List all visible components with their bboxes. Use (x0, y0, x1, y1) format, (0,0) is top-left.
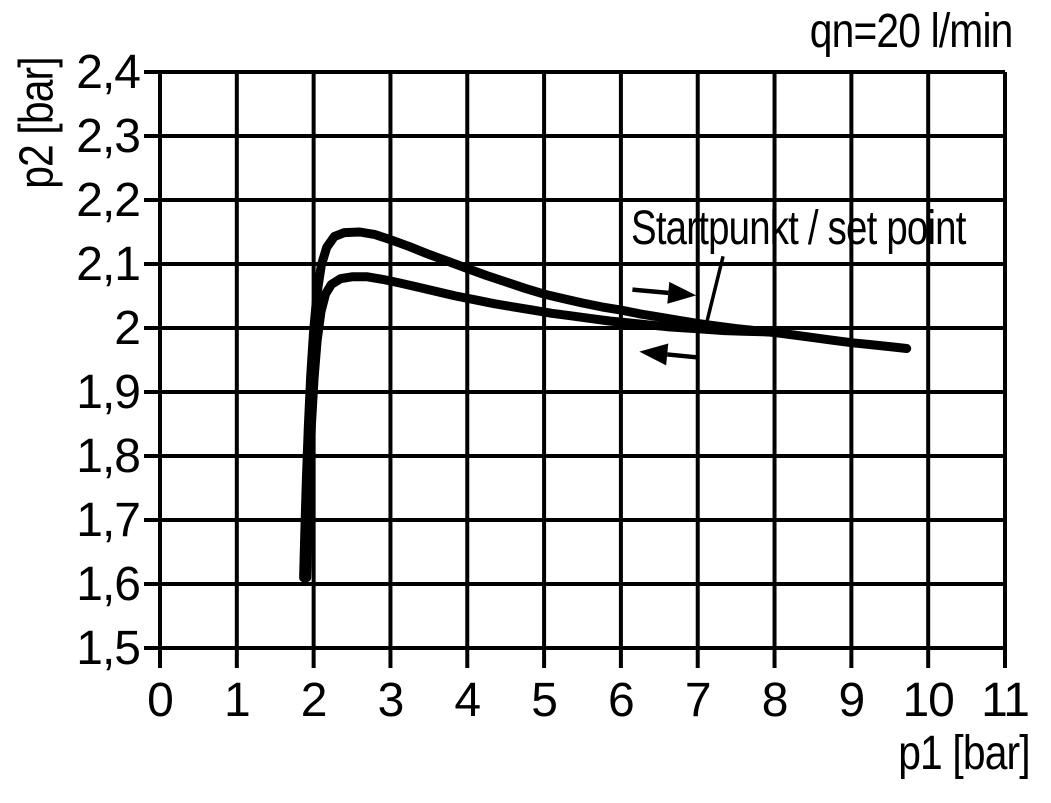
x-tick-label: 10 (902, 674, 953, 727)
curve-return (302, 272, 783, 583)
y-tick-label: 2,2 (76, 174, 140, 227)
chart-title: qn=20 l/min (809, 5, 1013, 58)
y-tick-label: 2,3 (76, 110, 140, 163)
setpoint-annotation-label: Startpunkt / set point (631, 202, 966, 255)
y-tick-label: 2,1 (76, 238, 140, 291)
x-tick-label: 4 (454, 674, 480, 727)
y-tick-label: 1,5 (76, 622, 140, 675)
y-tick-label: 2,4 (76, 46, 140, 99)
x-tick-label: 9 (839, 674, 865, 727)
x-tick-label: 1 (224, 674, 250, 727)
x-tick-label: 5 (531, 674, 557, 727)
y-tick-label: 1,6 (76, 558, 140, 611)
x-tick-label: 0 (147, 674, 173, 727)
y-tick-label: 1,9 (76, 366, 140, 419)
x-tick-label: 2 (301, 674, 327, 727)
annotation-leader-line (705, 255, 725, 323)
x-tick-label: 3 (378, 674, 404, 727)
y-tick-label: 1,8 (76, 430, 140, 483)
direction-arrow-shaft-left (666, 352, 698, 360)
x-tick-label: 7 (685, 674, 711, 727)
x-tick-label: 6 (608, 674, 634, 727)
x-tick-label: 11 (981, 674, 1029, 727)
y-tick-label: 2 (114, 302, 140, 355)
x-axis-title: p1 [bar] (898, 727, 1030, 780)
direction-arrow-head-right (667, 281, 697, 304)
y-axis-title: p2 [bar] (10, 57, 64, 189)
x-tick-label: 8 (762, 674, 788, 727)
direction-arrow-shaft-right (632, 287, 669, 296)
y-tick-label: 1,7 (76, 494, 140, 547)
direction-arrow-head-left (639, 343, 669, 366)
